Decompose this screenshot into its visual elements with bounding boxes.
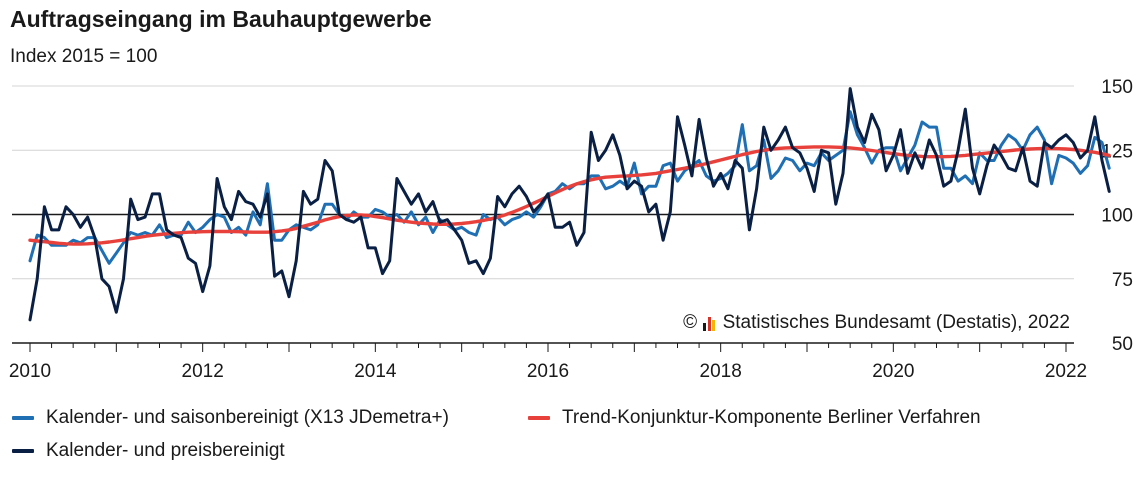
legend-label: Trend-Konjunktur-Komponente Berliner Ver… (562, 407, 981, 428)
x-tick-label-2012: 2012 (182, 361, 224, 382)
legend-swatch-navy (12, 449, 34, 453)
source-note: © Statistisches Bundesamt (Destatis), 20… (681, 312, 1072, 334)
legend-label: Kalender- und preisbereinigt (46, 440, 285, 461)
y-tick-label-75: 75 (1112, 270, 1133, 291)
legend-item-price-adjusted: Kalender- und preisbereinigt (12, 440, 285, 462)
x-tick-label-2018: 2018 (700, 361, 742, 382)
chart-subtitle: Index 2015 = 100 (10, 46, 158, 67)
x-tick-label-2022: 2022 (1045, 361, 1087, 382)
source-text: Statistisches Bundesamt (Destatis), 2022 (722, 312, 1070, 333)
x-tick-label-2014: 2014 (354, 361, 397, 382)
x-tick-label-2016: 2016 (527, 361, 569, 382)
series-line-2 (28, 145, 1111, 246)
x-axis: 2010 2012 2014 2016 2018 2020 2022 (9, 342, 1087, 382)
y-tick-label-50: 50 (1112, 334, 1133, 355)
y-tick-label-150: 150 (1101, 77, 1133, 98)
x-tick-label-2010: 2010 (9, 361, 51, 382)
legend-label: Kalender- und saisonbereinigt (X13 JDeme… (46, 407, 449, 428)
x-tick-label-2020: 2020 (872, 361, 914, 382)
series-line-1 (28, 87, 1111, 322)
legend-item-trend: Trend-Konjunktur-Komponente Berliner Ver… (528, 407, 981, 429)
copyright-symbol: © (683, 312, 698, 333)
series-line-0 (28, 110, 1111, 265)
y-tick-label-100: 100 (1101, 206, 1133, 227)
grid-lines (12, 85, 1074, 280)
legend-item-seasonally-adjusted: Kalender- und saisonbereinigt (X13 JDeme… (12, 407, 449, 429)
series-lines (28, 87, 1111, 322)
legend-swatch-blue (12, 416, 34, 420)
destatis-logo-icon (703, 315, 717, 331)
chart-title: Auftragseingang im Bauhauptgewerbe (10, 6, 432, 32)
legend-swatch-red (528, 416, 550, 420)
